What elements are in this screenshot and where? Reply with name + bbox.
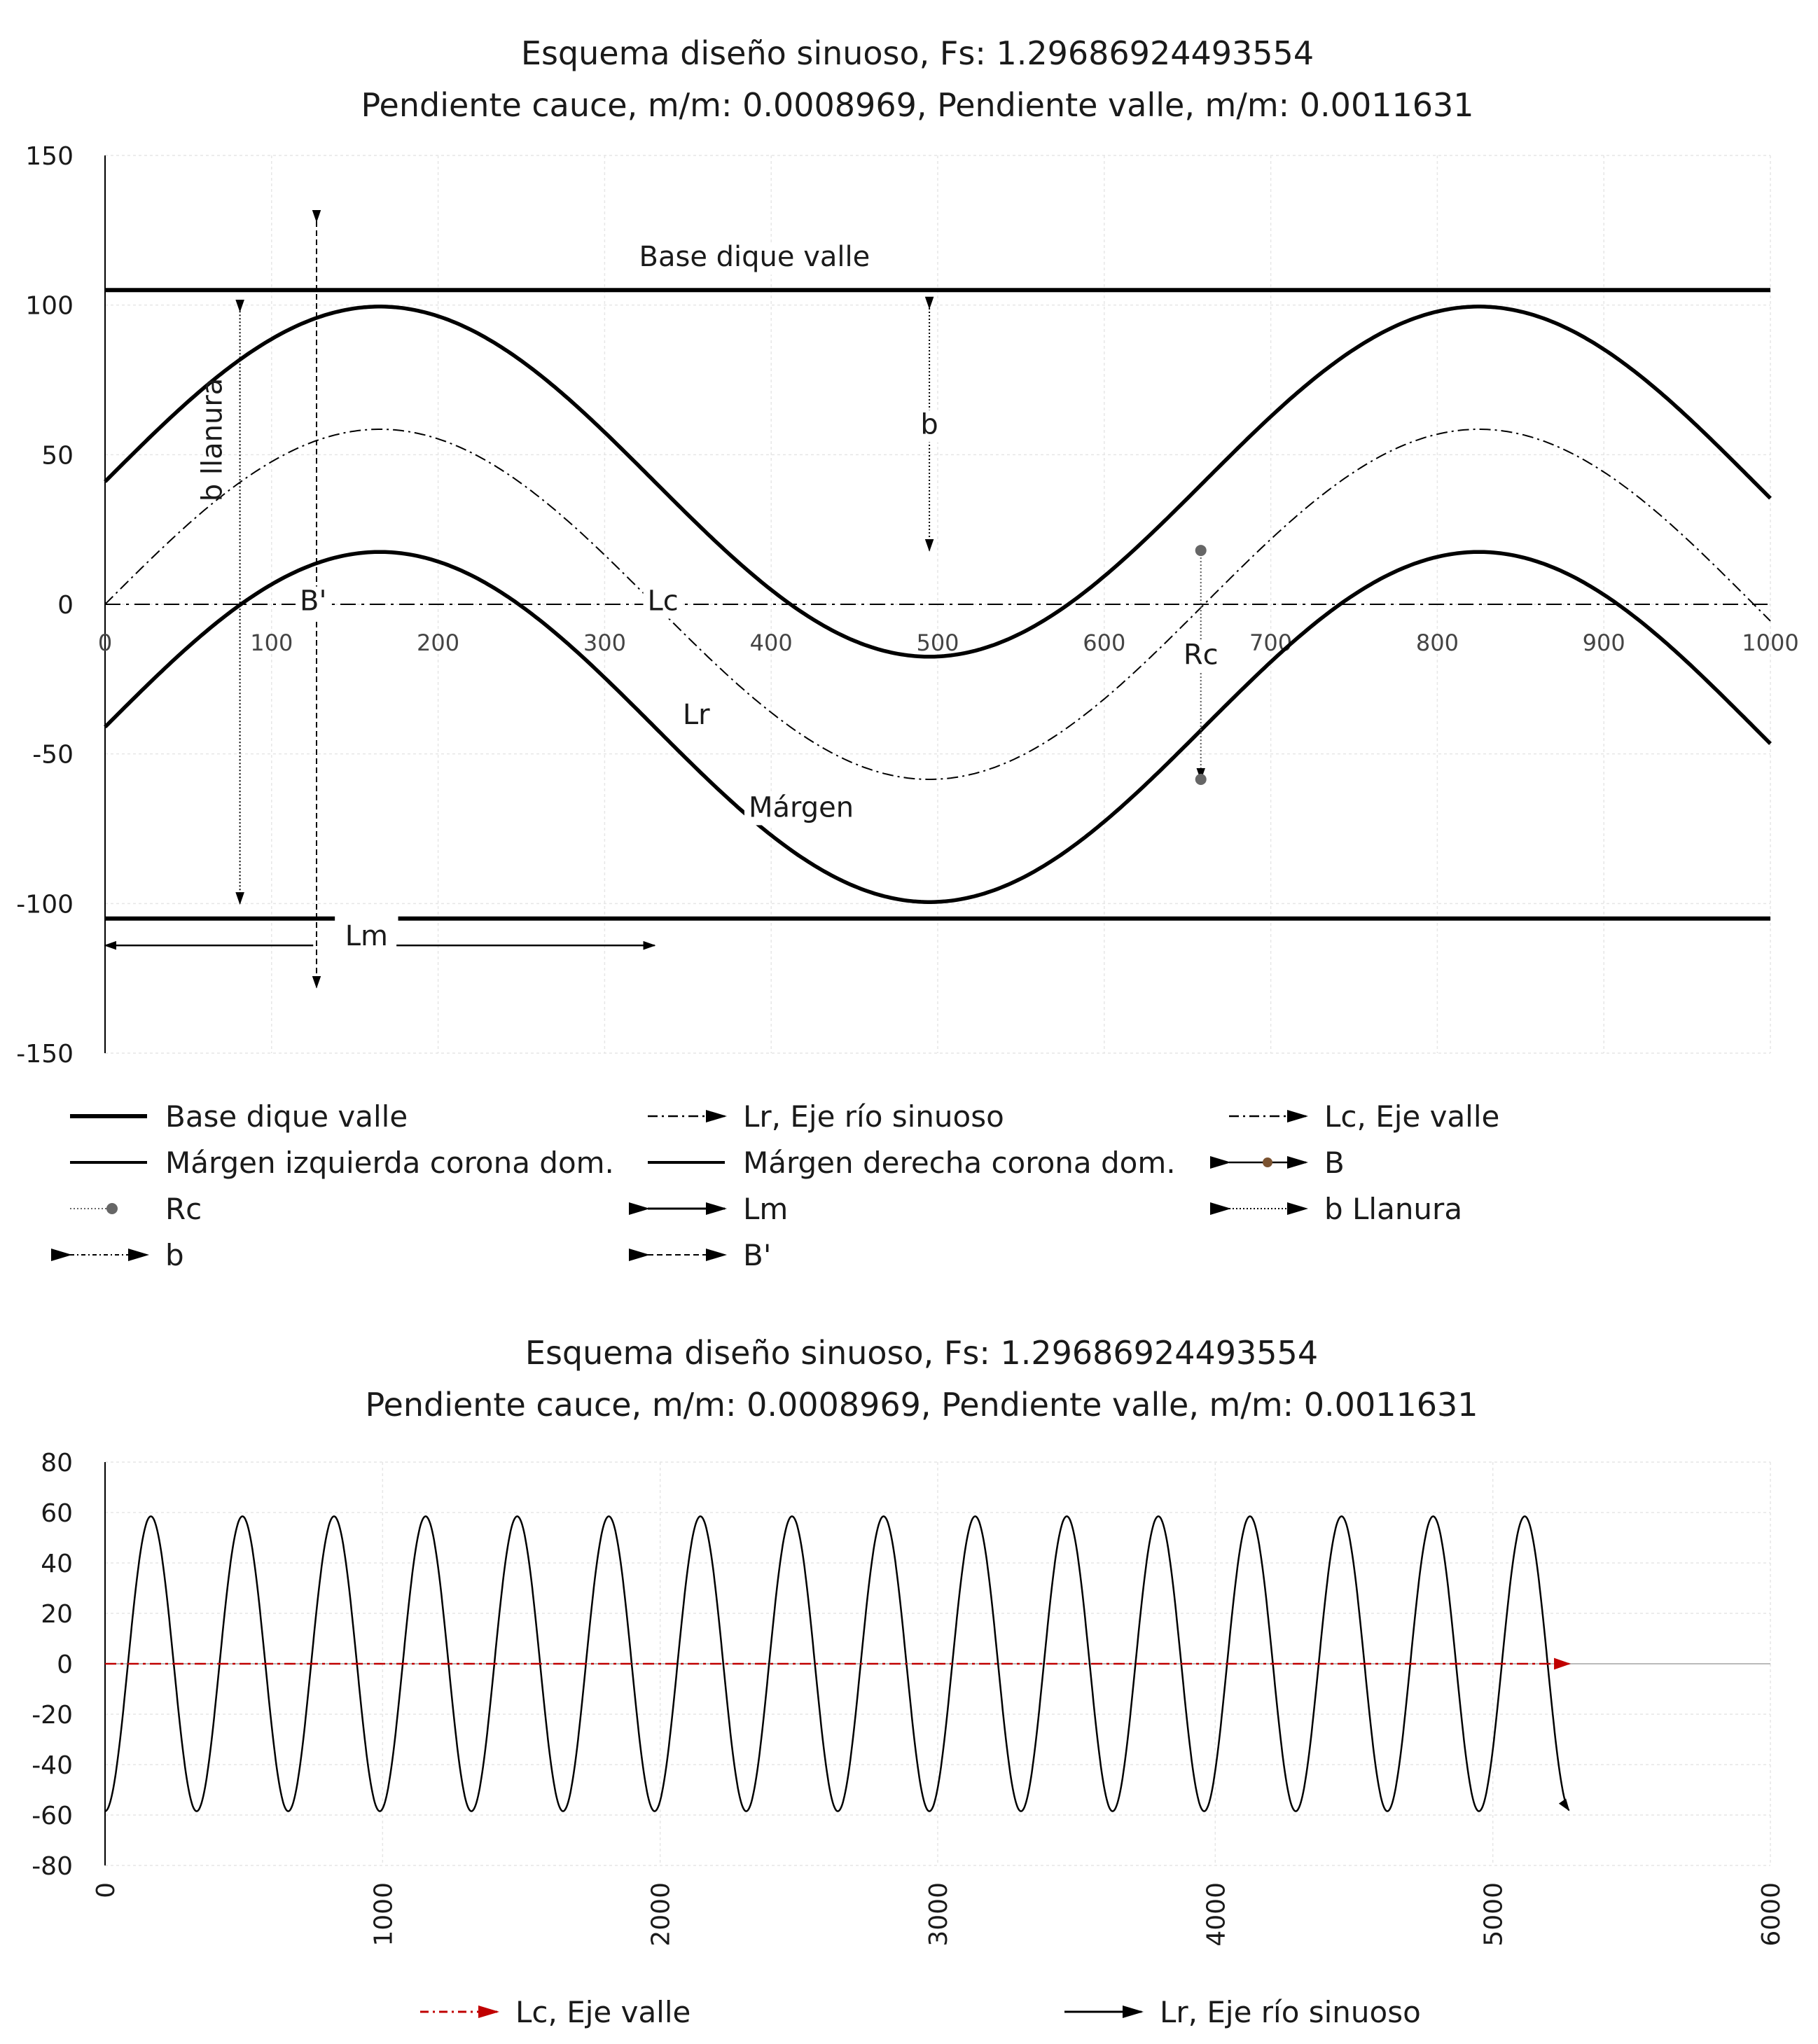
chart1-annotation: b llanura (197, 378, 229, 502)
chart1-annotation-bg (744, 793, 859, 826)
chart2-x-tick: 4000 (1202, 1882, 1230, 1947)
chart1-legend-label: b (165, 1238, 184, 1272)
chart1-y-tick: -150 (16, 1040, 74, 1069)
chart2-x-tick: 2000 (647, 1882, 676, 1947)
chart1-legend-label: B' (743, 1238, 771, 1272)
chart2-title: Esquema diseño sinuoso, Fs: 1.2968692449… (525, 1334, 1318, 1372)
chart1-annotation-bg (340, 922, 392, 954)
chart1-annotations: Base dique valle b llanura B' Lc b Rc Lr Márgen… (197, 241, 1223, 954)
chart1-annotation: Lm (345, 920, 388, 952)
chart1-x-tick: 800 (1416, 630, 1459, 656)
chart1-annotation-bg (643, 586, 683, 619)
chart2-x-tick: 6000 (1757, 1882, 1786, 1947)
chart1-annotation: B' (300, 585, 326, 618)
chart2-legend-label: Lc, Eje valle (515, 1995, 691, 2029)
chart1-annotation: b (920, 408, 938, 440)
chart2-y-tick: -20 (32, 1701, 73, 1730)
chart2-series (104, 1515, 1571, 1812)
chart1-y-tick: 0 (57, 591, 74, 620)
chart1-x-tick: 200 (417, 630, 459, 656)
chart1-series (104, 288, 1772, 921)
chart2-y-tick: -60 (32, 1802, 73, 1830)
chart1-annotation-bg (296, 586, 331, 619)
chart1-rc-dot-bottom (1195, 773, 1207, 785)
chart1-annotation-bg (916, 410, 943, 443)
chart2-tick-labels: 80 60 40 20 0 -20 -40 -60 -80 0 1000 2000 3000 4000 50… (32, 1449, 1786, 1947)
chart2-y-tick: 20 (41, 1600, 73, 1629)
chart2-y-tick: 0 (57, 1650, 73, 1679)
chart2-x-tick: 5000 (1480, 1882, 1508, 1947)
chart1-series-line-5 (104, 550, 1772, 904)
chart1-legend-dot (106, 1203, 118, 1214)
chart1-x-tick: 500 (916, 630, 959, 656)
chart1-y-tick: 50 (41, 441, 74, 470)
chart1-annotation: Lr (683, 699, 710, 731)
chart1-legend-label: Lr, Eje río sinuoso (743, 1099, 1004, 1134)
chart1-annotation-bg (1179, 640, 1223, 673)
chart1-legend-label: Lm (743, 1192, 788, 1226)
chart1-series-line-4 (104, 305, 1772, 659)
chart1-legend: Base dique valle Lr, Eje río sinuoso Lc, E… (51, 1099, 1499, 1272)
chart1-legend-label: Lc, Eje valle (1324, 1099, 1499, 1134)
chart1-annotation-bg (678, 700, 715, 732)
chart1-x-tick: 600 (1083, 630, 1125, 656)
chart2-y-tick: -80 (32, 1852, 73, 1881)
chart1-annotation: Rc (1184, 639, 1219, 671)
chart2-subtitle: Pendiente cauce, m/m: 0.0008969, Pendien… (365, 1386, 1478, 1424)
chart1-x-tick: 100 (250, 630, 293, 656)
chart2-lr-line (104, 1515, 1570, 1812)
chart-2: Esquema diseño sinuoso, Fs: 1.2968692449… (32, 1334, 1786, 2029)
chart-1: Esquema diseño sinuoso, Fs: 1.2968692449… (16, 34, 1798, 1272)
chart2-y-tick: 60 (41, 1499, 73, 1528)
chart2-legend-label: Lr, Eje río sinuoso (1160, 1995, 1421, 2029)
chart1-subtitle: Pendiente cauce, m/m: 0.0008969, Pendien… (361, 86, 1473, 124)
chart1-x-tick: 400 (750, 630, 793, 656)
chart1-x-tick: 1000 (1742, 630, 1798, 656)
chart1-legend-label: b Llanura (1324, 1192, 1462, 1226)
chart1-legend-dot (1263, 1157, 1272, 1167)
chart1-x-tick: 0 (98, 630, 112, 656)
chart1-legend-label: Rc (165, 1192, 202, 1226)
chart2-legend: Lc, Eje valle Lr, Eje río sinuoso (420, 1995, 1421, 2029)
chart1-x-tick: 300 (583, 630, 626, 656)
chart1-annotation: Lc (647, 585, 678, 618)
chart1-y-tick: -100 (16, 890, 74, 919)
chart1-annotation-bg (634, 242, 875, 275)
chart1-x-tick: 900 (1583, 630, 1625, 656)
chart1-annotation: Márgen (749, 791, 854, 823)
chart2-x-tick: 3000 (924, 1882, 953, 1947)
chart1-y-tick: 150 (25, 142, 74, 171)
chart1-legend-label: Márgen derecha corona dom. (743, 1146, 1176, 1180)
chart2-x-tick: 0 (92, 1882, 120, 1898)
chart2-x-tick: 1000 (369, 1882, 398, 1947)
chart2-y-tick: 40 (41, 1550, 73, 1578)
chart1-x-tick: 700 (1249, 630, 1292, 656)
chart1-annotation: Base dique valle (639, 241, 870, 273)
chart1-y-tick: 100 (25, 292, 74, 321)
chart1-rc-dot-top (1195, 545, 1207, 557)
chart1-y-tick: -50 (32, 741, 74, 770)
chart1-legend-label: B (1324, 1146, 1345, 1180)
chart1-legend-label: Base dique valle (165, 1099, 408, 1134)
chart1-title: Esquema diseño sinuoso, Fs: 1.2968692449… (521, 34, 1314, 72)
chart1-legend-label: Márgen izquierda corona dom. (165, 1146, 614, 1180)
chart2-y-tick: -40 (32, 1751, 73, 1780)
chart2-y-tick: 80 (41, 1449, 73, 1478)
